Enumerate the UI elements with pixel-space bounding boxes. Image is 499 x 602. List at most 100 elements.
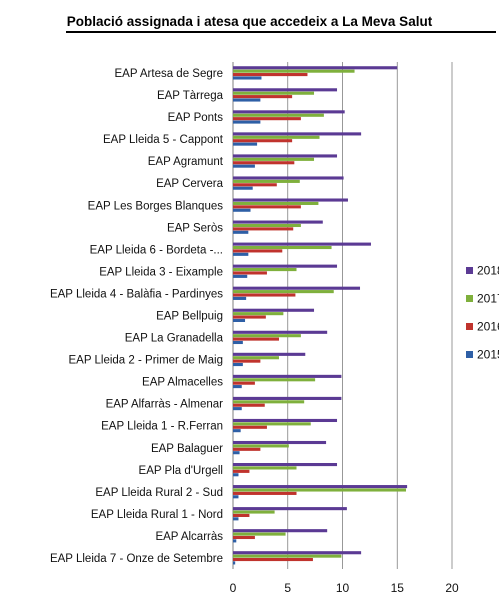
bar-2018 bbox=[233, 529, 328, 533]
category-label: EAP Ponts bbox=[168, 112, 224, 124]
category-label: EAP Lleida 1 - R.Ferran bbox=[101, 421, 223, 433]
legend-swatch bbox=[466, 351, 473, 358]
bar-2017 bbox=[233, 444, 289, 448]
category-label: EAP Lleida 6 - Bordeta -... bbox=[90, 244, 223, 256]
bar-2016 bbox=[233, 139, 293, 143]
category-label: EAP Cervera bbox=[156, 178, 224, 190]
bar-2015 bbox=[233, 98, 261, 102]
bar-2016 bbox=[233, 249, 283, 253]
bar-2015 bbox=[233, 385, 242, 389]
category-label: EAP Alcarràs bbox=[155, 531, 223, 543]
legend-label: 2017 bbox=[477, 292, 499, 306]
bar-2017 bbox=[233, 312, 284, 316]
bar-2016 bbox=[233, 117, 301, 121]
bar-2017 bbox=[233, 157, 315, 161]
category-label: EAP Les Borges Blanques bbox=[88, 200, 224, 212]
legend-label: 2016 bbox=[477, 320, 499, 334]
bar-2018 bbox=[233, 176, 344, 180]
bar-2016 bbox=[233, 447, 261, 451]
bar-2015 bbox=[233, 142, 258, 146]
bar-2016 bbox=[233, 337, 279, 341]
bar-2018 bbox=[233, 396, 342, 400]
bar-2017 bbox=[233, 400, 305, 404]
bar-2016 bbox=[233, 513, 250, 517]
bar-2016 bbox=[233, 557, 313, 562]
bar-2016 bbox=[233, 73, 308, 77]
bar-2015 bbox=[233, 164, 255, 168]
bar-2015 bbox=[233, 429, 241, 433]
category-label: EAP Lleida 5 - Cappont bbox=[103, 134, 224, 146]
bar-2015 bbox=[233, 274, 248, 278]
bar-2016 bbox=[233, 425, 267, 429]
bar-2017 bbox=[233, 113, 324, 117]
bar-2017 bbox=[233, 69, 355, 73]
bar-2015 bbox=[233, 517, 239, 521]
bar-2015 bbox=[233, 120, 261, 124]
bar-2015 bbox=[233, 230, 249, 234]
bar-2015 bbox=[233, 451, 240, 455]
bar-2015 bbox=[233, 318, 246, 322]
bar-2018 bbox=[233, 418, 338, 423]
bar-2018 bbox=[233, 330, 328, 334]
title-underline bbox=[66, 31, 496, 33]
bar-2016 bbox=[233, 315, 266, 319]
category-label: EAP Almacelles bbox=[142, 377, 223, 389]
bar-2016 bbox=[233, 491, 297, 495]
x-tick-label: 10 bbox=[336, 581, 350, 595]
bar-2017 bbox=[233, 223, 301, 228]
bar-2018 bbox=[233, 551, 362, 555]
chart-title: Població assignada i atesa que accedeix … bbox=[66, 14, 433, 29]
x-tick-label: 15 bbox=[391, 581, 405, 595]
bar-2015 bbox=[233, 561, 236, 565]
bar-2015 bbox=[233, 407, 242, 411]
x-tick-label: 0 bbox=[230, 581, 237, 595]
category-label: EAP Seròs bbox=[167, 222, 223, 234]
bar-2015 bbox=[233, 340, 243, 345]
bar-2016 bbox=[233, 183, 277, 187]
bar-2015 bbox=[233, 186, 253, 190]
bar-2016 bbox=[233, 535, 255, 540]
bar-2017 bbox=[233, 91, 315, 95]
bar-2017 bbox=[233, 532, 286, 536]
bar-2016 bbox=[233, 161, 295, 165]
bar-2018 bbox=[233, 352, 306, 356]
bar-2015 bbox=[233, 473, 239, 477]
legend-swatch bbox=[466, 267, 473, 274]
bar-2017 bbox=[233, 290, 334, 294]
bar-2017 bbox=[233, 510, 275, 514]
category-label: EAP Pla d'Urgell bbox=[139, 465, 223, 477]
bar-2018 bbox=[233, 110, 345, 114]
bar-2017 bbox=[233, 179, 300, 183]
bar-2016 bbox=[233, 95, 293, 99]
bar-2017 bbox=[233, 422, 311, 426]
bar-2015 bbox=[233, 362, 243, 367]
bar-2015 bbox=[233, 296, 247, 300]
bar-2018 bbox=[233, 463, 338, 467]
category-label: EAP Lleida Rural 1 - Nord bbox=[91, 509, 223, 521]
bar-2017 bbox=[233, 245, 332, 250]
category-label: EAP La Granadella bbox=[125, 333, 224, 345]
bar-2018 bbox=[233, 308, 315, 312]
bar-2016 bbox=[233, 227, 294, 231]
x-tick-label: 5 bbox=[284, 581, 291, 595]
bar-2018 bbox=[233, 485, 408, 489]
bar-2015 bbox=[233, 76, 262, 80]
bar-2018 bbox=[233, 286, 361, 290]
bar-2015 bbox=[233, 495, 239, 499]
bar-2018 bbox=[233, 132, 362, 136]
bar-2018 bbox=[233, 242, 371, 246]
bar-2018 bbox=[233, 440, 327, 445]
bar-2016 bbox=[233, 205, 301, 209]
category-label: EAP Alfarràs - Almenar bbox=[106, 399, 224, 411]
bar-2018 bbox=[233, 88, 338, 92]
bar-2015 bbox=[233, 539, 237, 543]
bar-2017 bbox=[233, 268, 297, 272]
bar-2016 bbox=[233, 271, 267, 275]
category-label: EAP Balaguer bbox=[151, 443, 223, 455]
bar-2016 bbox=[233, 293, 296, 297]
category-label: EAP Artesa de Segre bbox=[115, 68, 223, 80]
category-label: EAP Agramunt bbox=[148, 156, 224, 168]
legend-label: 2015 bbox=[477, 348, 499, 362]
bar-2018 bbox=[233, 198, 348, 202]
